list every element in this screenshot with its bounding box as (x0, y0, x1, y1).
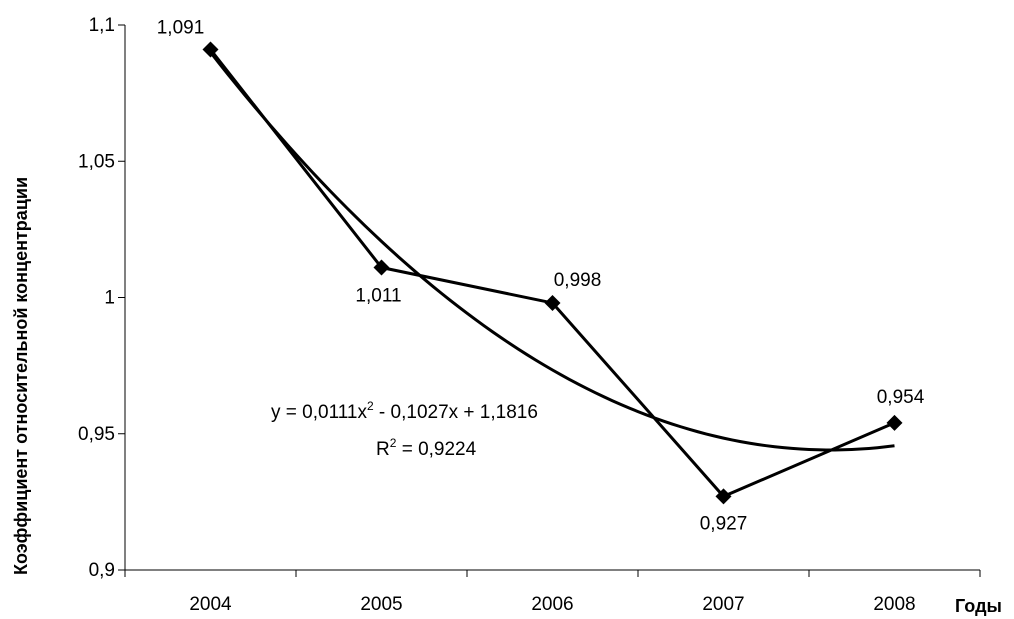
y-tick-label: 0,9 (89, 560, 115, 581)
trendline-equation-rest: - 0,1027x + 1,1816 (374, 402, 538, 423)
y-tick-label: 1,05 (78, 151, 115, 172)
trendline-equation-sup: 2 (367, 399, 374, 413)
series-group (202, 41, 903, 505)
data-point-marker (715, 488, 732, 505)
tick-labels: 0,9 0,95 1 1,05 1,1 2004 2005 2006 2007 2008 (78, 15, 916, 615)
data-labels-group: 1,091 1,011 0,998 0,927 0,954 (157, 18, 925, 535)
trendline-r2: R2 = 0,9224 (376, 436, 477, 460)
y-axis-title: Коэффициент относительной концентрации (11, 177, 31, 575)
data-label: 0,954 (877, 387, 925, 408)
x-tick-label: 2006 (531, 594, 573, 615)
data-point-marker (373, 259, 390, 276)
data-label: 0,998 (554, 270, 602, 291)
trendline-r2-rest: = 0,9224 (396, 439, 476, 460)
trendline-group (209, 51, 895, 452)
trendline-r2-main: R (376, 439, 390, 460)
data-label: 0,927 (700, 513, 748, 534)
y-tick-label: 1,1 (89, 15, 115, 36)
data-point-marker (544, 294, 561, 311)
x-axis-title: Годы (955, 596, 1002, 616)
trendline-r2-sup: 2 (390, 436, 397, 450)
x-tick-label: 2008 (873, 594, 915, 615)
data-point-marker (202, 41, 219, 58)
trendline-equation-main: y = 0,0111x (271, 402, 367, 423)
axes (118, 24, 981, 577)
x-tick-label: 2005 (360, 594, 402, 615)
y-tick-label: 0,95 (78, 424, 115, 445)
data-label: 1,091 (157, 18, 205, 39)
x-tick-label: 2004 (189, 594, 232, 615)
data-point-marker (886, 414, 903, 431)
y-tick-label: 1 (104, 288, 115, 309)
trendline-equation: y = 0,0111x2 - 0,1027x + 1,1816 (271, 399, 538, 423)
x-tick-label: 2007 (702, 594, 744, 615)
trendline-path (209, 51, 895, 452)
series-line (209, 48, 896, 499)
data-label: 1,011 (355, 286, 401, 307)
